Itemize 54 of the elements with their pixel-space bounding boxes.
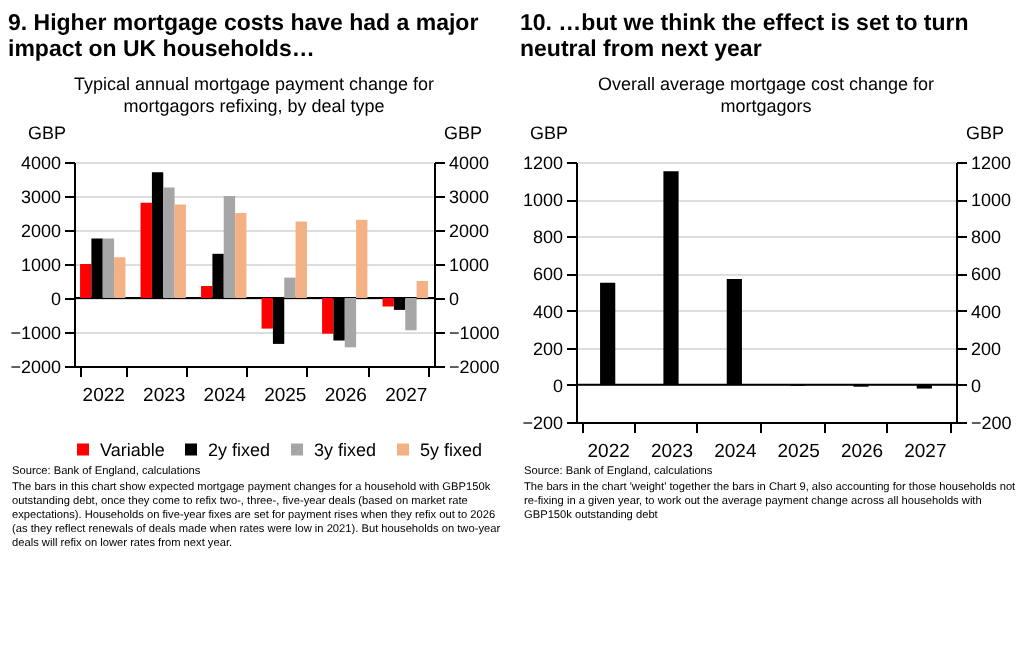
y2-tick-label: 1200 — [971, 153, 1012, 173]
y-tick-label: −1000 — [10, 323, 61, 343]
y-tick-label: 0 — [50, 289, 61, 309]
x-tick-label: 2025 — [777, 441, 820, 463]
x-tick-label: 2026 — [840, 441, 884, 463]
y-tick-label: 4000 — [20, 153, 61, 173]
y-tick-label: 0 — [552, 375, 563, 396]
y2-tick-label: −200 — [971, 413, 1012, 433]
y2-tick-label: −2000 — [449, 357, 500, 377]
x-tick-label: 2023 — [143, 385, 186, 407]
y2-axis-title: GBP — [965, 123, 1005, 143]
y2-tick-label: 0 — [449, 289, 460, 309]
y-tick-label: 1200 — [522, 153, 563, 173]
y2-tick-label: 3000 — [449, 187, 490, 207]
y2-tick-label: 400 — [971, 301, 1002, 322]
y-tick-label: 800 — [532, 227, 563, 248]
chart-title: 9. Higher mortgage costs have had a major impact on UK households… — [8, 12, 481, 66]
y-tick-label: 400 — [532, 301, 563, 322]
y-tick-label: −200 — [522, 413, 563, 433]
y2-axis-title: GBP — [443, 123, 483, 143]
y2-tick-label: 1000 — [449, 255, 490, 275]
chart-subtitle: Typical annual mortgage payment change for mortgagors refixing, by deal type — [73, 74, 435, 116]
x-tick-label: 2022 — [587, 441, 630, 463]
legend-label: Variable — [100, 439, 165, 460]
x-tick-label: 2025 — [264, 385, 307, 407]
y-tick-label: 1000 — [20, 255, 61, 275]
y-tick-label: 200 — [532, 338, 563, 359]
legend-label: 5y fixed — [420, 439, 483, 460]
y2-tick-label: 4000 — [449, 153, 490, 173]
x-tick-label: 2023 — [650, 441, 694, 463]
y2-tick-label: −1000 — [449, 323, 500, 343]
y-tick-label: 600 — [532, 264, 563, 285]
y-axis-title: GBP — [529, 123, 569, 143]
y2-tick-label: 800 — [971, 227, 1002, 248]
y2-tick-label: 0 — [971, 375, 982, 396]
legend-label: 2y fixed — [208, 439, 271, 460]
y-axis-title: GBP — [27, 123, 67, 143]
y2-tick-label: 2000 — [449, 221, 490, 241]
x-tick-label: 2024 — [714, 441, 757, 463]
x-tick-label: 2026 — [324, 385, 367, 407]
legend-label: 3y fixed — [314, 439, 377, 460]
y2-tick-label: 1000 — [971, 190, 1012, 211]
y-tick-label: 2000 — [20, 221, 61, 241]
y-tick-label: −2000 — [10, 357, 61, 377]
chart-title: 10. …but we think the effect is set to turn neutral from next year — [520, 12, 971, 66]
x-tick-label: 2027 — [385, 385, 428, 407]
x-tick-label: 2027 — [904, 441, 947, 463]
y-tick-label: 1000 — [522, 190, 563, 211]
x-tick-label: 2022 — [82, 385, 125, 407]
y2-tick-label: 200 — [971, 338, 1002, 359]
y2-tick-label: 600 — [971, 264, 1002, 285]
x-tick-label: 2024 — [203, 385, 246, 407]
y-tick-label: 3000 — [20, 187, 61, 207]
chart-subtitle: Overall average mortgage cost change for mortgagors — [597, 74, 935, 116]
